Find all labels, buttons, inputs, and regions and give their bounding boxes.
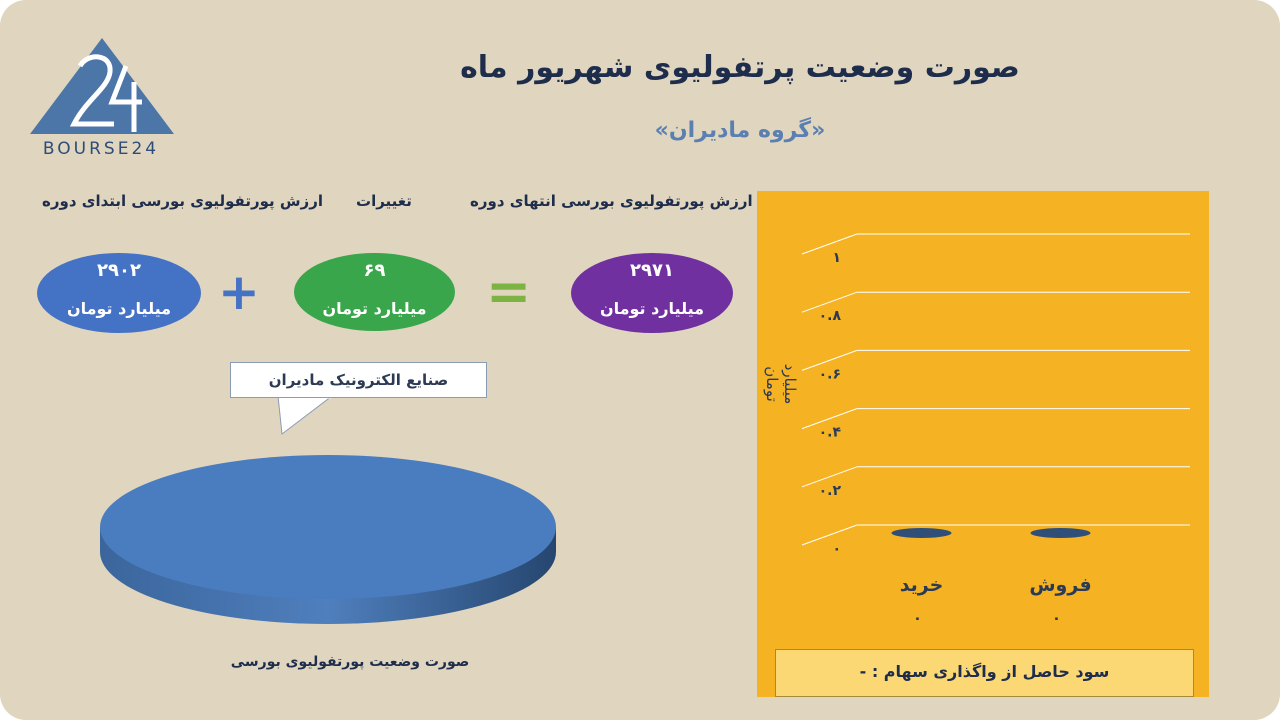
header-changes: تغییرات	[356, 192, 412, 210]
pie-label: صورت وضعیت پورتفولیوی بورسی	[230, 654, 470, 670]
y-tick-label: ۱	[832, 250, 841, 266]
bar	[891, 528, 952, 538]
end-value-number: ۲۹۷۱	[630, 260, 674, 281]
start-value-oval: ۲۹۰۲ میلیارد تومان	[37, 253, 201, 333]
changes-oval: ۶۹ میلیارد تومان	[294, 253, 455, 331]
bourse24-logo-icon	[30, 38, 174, 134]
y-axis-title: میلیارد تومان	[763, 363, 799, 405]
x-category-label: فروش	[1029, 574, 1091, 596]
logo-text: BOURSE24	[42, 139, 160, 159]
changes-number: ۶۹	[363, 260, 386, 281]
y-tick-label: ۰.۸	[819, 308, 842, 324]
changes-unit: میلیارد تومان	[322, 299, 427, 318]
plus-symbol: +	[218, 263, 260, 321]
equals-symbol: =	[486, 260, 532, 323]
bar	[1030, 528, 1091, 538]
gridline-depth	[801, 291, 858, 313]
gridline-depth	[801, 233, 858, 255]
gain-from-sales: سود حاصل از واگذاری سهام : -	[775, 649, 1194, 697]
header-end-value: ارزش پورتفولیوی بورسی انتهای دوره	[470, 192, 753, 210]
page-subtitle: «گروه مادیران»	[654, 118, 826, 143]
x-category-label: خرید	[900, 574, 944, 596]
start-value-unit: میلیارد تومان	[66, 299, 172, 318]
data-label: ۰	[1052, 609, 1061, 627]
page-title: صورت وضعیت پرتفولیوی شهریور ماه	[460, 50, 1020, 85]
y-tick-label: ۰.۴	[819, 425, 842, 441]
end-value-unit: میلیارد تومان	[599, 299, 705, 318]
start-value-number: ۲۹۰۲	[97, 260, 141, 281]
pie-chart	[100, 455, 556, 624]
pie-slice	[100, 455, 556, 599]
bar-chart: ۰ ۰.۲ ۰.۴ ۰.۶ ۰.۸ ۱ خرید ۰ فروش ۰	[801, 233, 1190, 627]
pie-callout: صنایع الکترونیک مادیران	[230, 362, 487, 398]
gridline-depth	[801, 408, 858, 430]
gridline-depth	[801, 466, 858, 488]
data-label: ۰	[913, 609, 922, 627]
y-tick-label: ۰	[832, 541, 841, 557]
y-tick-label: ۰.۶	[819, 366, 841, 382]
header-start-value: ارزش پورتفولیوی بورسی ابتدای دوره	[42, 192, 323, 210]
end-value-oval: ۲۹۷۱ میلیارد تومان	[571, 253, 733, 333]
y-tick-label: ۰.۲	[819, 483, 842, 499]
gridline-depth	[801, 349, 858, 371]
gridline-depth	[801, 524, 858, 546]
bar-chart-panel	[757, 191, 1209, 697]
callout-pointer	[277, 396, 333, 435]
